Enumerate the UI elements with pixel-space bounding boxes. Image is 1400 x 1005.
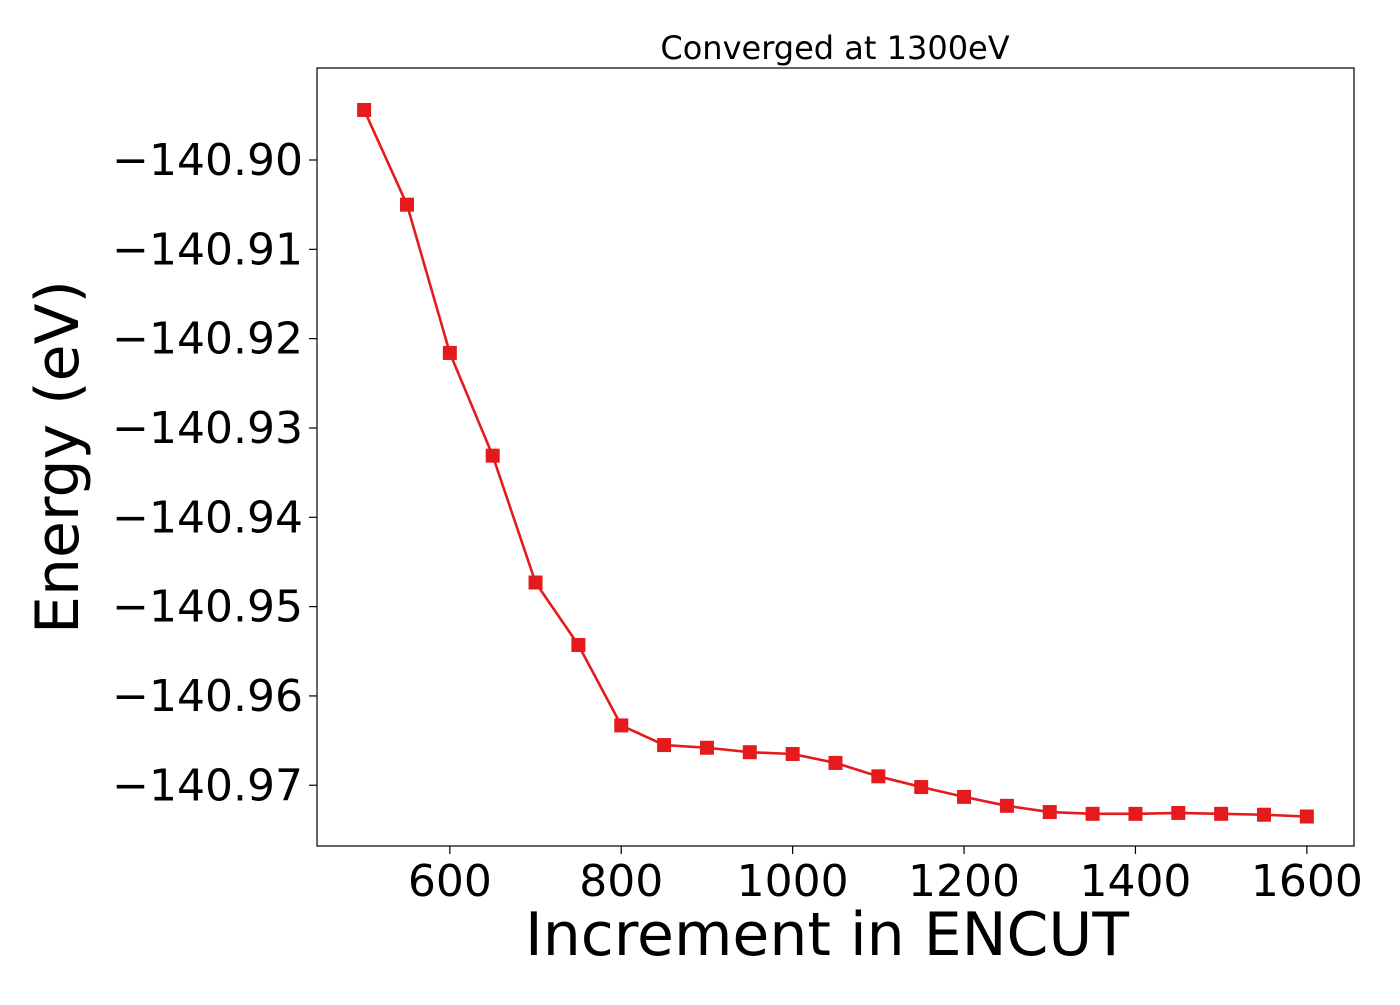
data-point-marker	[1042, 805, 1057, 820]
data-point-marker	[1171, 805, 1186, 820]
data-point-marker	[1128, 806, 1143, 821]
data-point-marker	[485, 448, 500, 463]
y-tick-label: −140.96	[112, 671, 303, 722]
plot-frame	[316, 67, 1355, 847]
chart-title: Converged at 1300eV	[660, 29, 1009, 67]
data-point-marker	[1299, 809, 1314, 824]
y-tick-label: −140.94	[112, 492, 303, 543]
x-tick-label: 1000	[737, 856, 849, 907]
data-point-marker	[742, 745, 757, 760]
data-point-marker	[828, 755, 843, 770]
y-tick-label: −140.90	[112, 135, 303, 186]
plot-area	[357, 102, 1314, 824]
x-tick-label: 1600	[1251, 856, 1363, 907]
data-point-marker	[914, 780, 929, 795]
x-tick-label: 600	[408, 856, 492, 907]
series-line	[362, 109, 1307, 818]
data-point-marker	[614, 718, 629, 733]
y-tick-label: −140.91	[112, 224, 303, 275]
data-point-marker	[785, 746, 800, 761]
x-tick-label: 800	[579, 856, 663, 907]
data-point-marker	[528, 575, 543, 590]
data-point-marker	[571, 638, 586, 653]
data-point-marker	[871, 769, 886, 784]
x-tick-label: 1200	[908, 856, 1020, 907]
y-tick-label: −140.92	[112, 314, 303, 365]
y-tick-label: −140.95	[112, 582, 303, 633]
data-point-marker	[1085, 806, 1100, 821]
x-axis-label: Increment in ENCUT	[525, 900, 1129, 970]
data-point-marker	[442, 345, 457, 360]
data-point-marker	[657, 738, 672, 753]
x-tick-label: 1400	[1079, 856, 1191, 907]
data-point-marker	[357, 102, 372, 117]
y-axis-label: Energy (eV)	[23, 280, 93, 634]
y-axis: −140.90 −140.91 −140.92 −140.93 −140.94 −140.…	[112, 135, 317, 811]
data-point-marker	[999, 798, 1014, 813]
data-point-marker	[1257, 807, 1272, 822]
data-point-marker	[957, 789, 972, 804]
data-point-marker	[399, 197, 414, 212]
y-tick-label: −140.97	[112, 760, 303, 811]
data-point-marker	[1214, 806, 1229, 821]
data-point-marker	[699, 740, 714, 755]
x-axis: 600 800 1000 1200 1400 1600	[408, 846, 1363, 907]
y-tick-label: −140.93	[112, 403, 303, 454]
